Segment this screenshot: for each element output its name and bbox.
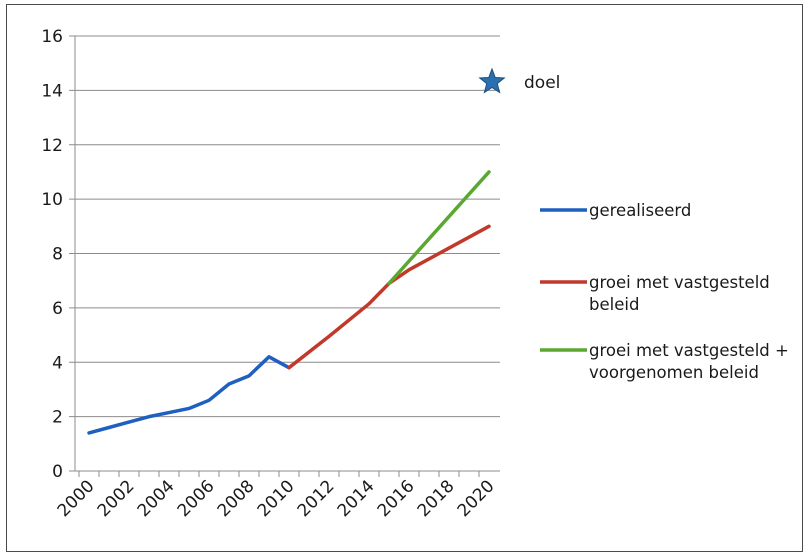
y-tick-label: 12 bbox=[41, 136, 63, 156]
legend-label: beleid bbox=[589, 295, 639, 314]
legend-label: voorgenomen beleid bbox=[589, 363, 759, 382]
y-tick-label: 4 bbox=[52, 353, 63, 373]
x-tick-label: 2006 bbox=[174, 476, 219, 521]
x-tick-label: 2016 bbox=[374, 476, 419, 521]
y-tick-label: 6 bbox=[52, 299, 63, 319]
series-lines bbox=[87, 170, 491, 435]
x-tick-label: 2020 bbox=[454, 476, 499, 521]
x-tick-label: 2008 bbox=[214, 476, 259, 521]
legend-label: groei met vastgesteld + bbox=[589, 341, 789, 360]
chart-frame bbox=[6, 4, 803, 552]
series-line-3 bbox=[387, 170, 491, 286]
axes: 0246810121416200020022004200620082010201… bbox=[41, 27, 500, 521]
legend: gerealiseerd groei met vastgesteld beleid g… bbox=[540, 201, 789, 382]
target-marker-group: doel bbox=[478, 67, 560, 94]
y-tick-label: 0 bbox=[52, 462, 63, 482]
x-tick-label: 2010 bbox=[254, 476, 299, 521]
y-tick-label: 14 bbox=[41, 81, 63, 101]
x-tick-label: 2004 bbox=[134, 476, 179, 521]
series-line-1 bbox=[87, 355, 291, 435]
x-tick-label: 2000 bbox=[54, 476, 99, 521]
grid-lines bbox=[75, 35, 500, 418]
target-star-icon bbox=[478, 67, 506, 94]
y-tick-label: 2 bbox=[52, 408, 63, 428]
target-label: doel bbox=[524, 73, 560, 93]
x-tick-label: 2012 bbox=[294, 476, 339, 521]
y-tick-label: 8 bbox=[52, 245, 63, 265]
y-tick-label: 16 bbox=[41, 27, 63, 47]
y-tick-label: 10 bbox=[41, 190, 63, 210]
x-tick-label: 2018 bbox=[414, 476, 459, 521]
x-tick-label: 2014 bbox=[334, 476, 379, 521]
legend-label: groei met vastgesteld bbox=[589, 273, 770, 292]
x-tick-label: 2002 bbox=[94, 476, 139, 521]
series-line-2 bbox=[287, 224, 491, 370]
legend-label: gerealiseerd bbox=[589, 201, 691, 220]
